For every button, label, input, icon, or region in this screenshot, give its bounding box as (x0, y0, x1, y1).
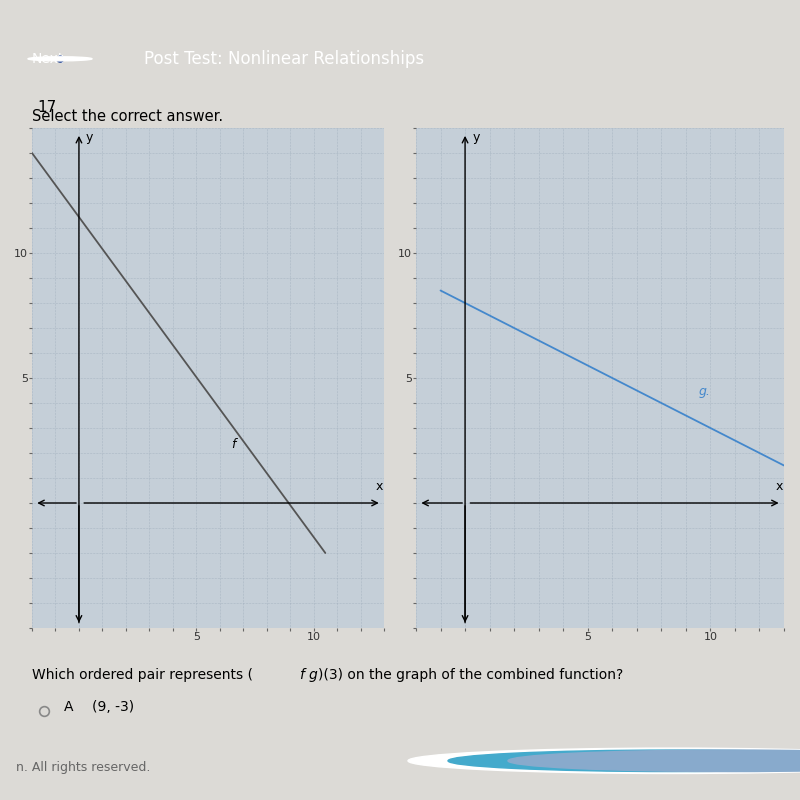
Circle shape (28, 57, 92, 61)
Text: g.: g. (698, 386, 710, 398)
Text: f: f (231, 438, 236, 451)
Text: x: x (775, 480, 782, 493)
Text: f: f (299, 667, 304, 682)
Text: and: and (318, 138, 350, 153)
Text: ●: ● (56, 54, 64, 64)
Circle shape (508, 750, 800, 771)
Text: )(3) on the graph of the combined function?: )(3) on the graph of the combined functi… (318, 667, 624, 682)
Circle shape (448, 750, 800, 771)
Text: x: x (375, 480, 383, 493)
Text: .: . (360, 138, 365, 153)
Text: 17: 17 (37, 101, 56, 115)
Text: g: g (309, 667, 318, 682)
Text: g: g (348, 138, 358, 153)
Text: Which ordered pair represents (: Which ordered pair represents ( (32, 667, 253, 682)
Text: Post Test: Nonlinear Relationships: Post Test: Nonlinear Relationships (144, 50, 424, 68)
Text: f: f (306, 138, 310, 153)
Text: (9, -3): (9, -3) (92, 700, 134, 714)
Circle shape (408, 748, 800, 774)
Text: y: y (473, 130, 480, 143)
Text: n. All rights reserved.: n. All rights reserved. (16, 762, 150, 774)
Text: Select the correct answer.: Select the correct answer. (32, 109, 223, 124)
Text: A: A (64, 700, 74, 714)
Text: The graphs represent functions: The graphs represent functions (32, 138, 267, 153)
Text: y: y (86, 130, 94, 143)
Text: Next: Next (32, 52, 64, 66)
